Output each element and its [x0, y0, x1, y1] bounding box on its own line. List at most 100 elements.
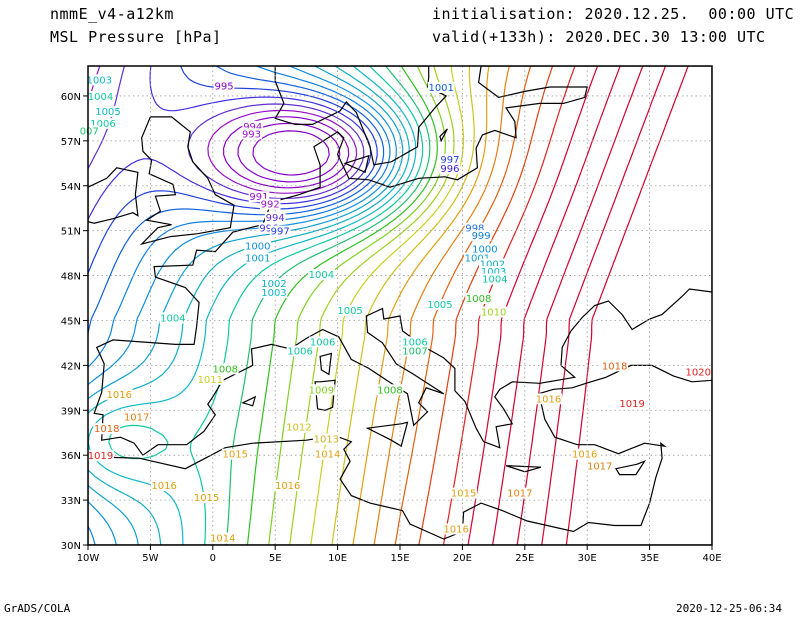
contour-label: 1001 — [245, 254, 270, 265]
contour-label-bg — [618, 397, 646, 409]
axis-ticks: 10W 5W 0 5E 10E 15E 20E 25E 30E 35E 40E 30N 33N 36N 39… — [61, 92, 722, 564]
lat-tick-label: 45N — [61, 316, 81, 327]
contour-label-bg — [426, 298, 454, 310]
contour-label: 1018 — [94, 424, 119, 435]
contour-label-bg — [535, 393, 562, 405]
contour-label: 994 — [243, 122, 262, 133]
lat-tick-label: 57N — [61, 137, 81, 148]
contour-label-bg — [480, 266, 507, 278]
isobar — [516, 66, 644, 545]
contour-label-bg — [401, 345, 429, 357]
isobar — [565, 66, 689, 545]
contour-label-bg — [93, 423, 121, 435]
isobar — [373, 66, 510, 545]
contour-label-bg — [465, 293, 493, 305]
coastline — [439, 128, 448, 143]
contour-label: 1008 — [213, 364, 238, 375]
lon-tick-label: 10E — [328, 553, 347, 564]
contour-label-bg — [442, 523, 470, 535]
coastline — [314, 379, 336, 411]
contour-label: 1005 — [337, 306, 362, 317]
contour-label: 1009 — [309, 385, 334, 396]
valid-time: valid(+133h): 2020.DEC.30 13:00 UTC — [432, 28, 766, 46]
lat-tick-label: 39N — [61, 406, 81, 417]
contour-label-bg — [274, 480, 302, 492]
contour-label-bg — [471, 243, 499, 255]
contour-label: 999 — [472, 231, 491, 242]
lon-tick-label: 25E — [515, 553, 534, 564]
isobar — [88, 66, 358, 194]
contour-label: 1001 — [428, 83, 453, 94]
coastline — [88, 167, 139, 224]
contour-label: 996 — [440, 164, 459, 175]
contour-label-bg — [439, 162, 461, 174]
contour-label: 1004 — [309, 270, 334, 281]
contour-label: 1004 — [88, 92, 113, 103]
contour-label: 1000 — [472, 245, 497, 256]
isobar — [252, 130, 330, 176]
contour-label: 1001 — [465, 254, 490, 265]
contour-label-bg — [260, 278, 288, 290]
contour-label-bg — [94, 105, 122, 117]
isobar — [108, 66, 424, 545]
contour-label: 1016 — [443, 525, 468, 536]
contour-label: 1007 — [402, 346, 427, 357]
contour-label: 995 — [214, 81, 233, 92]
lat-tick-label: 60N — [61, 92, 81, 103]
lat-tick-label: 48N — [61, 272, 81, 283]
contour-label: 994 — [266, 213, 285, 224]
contour-label: 1002 — [261, 279, 286, 290]
contour-label-bg — [285, 421, 313, 433]
contour-label-bg — [159, 312, 187, 324]
contour-label-bg — [336, 304, 364, 316]
contour-label: 1012 — [286, 423, 311, 434]
graticule — [88, 66, 712, 545]
contour-label: 1004 — [160, 313, 185, 324]
contour-label: 1008 — [377, 385, 402, 396]
contour-label-bg — [244, 240, 272, 252]
contour-label-bg — [85, 74, 113, 86]
coastline — [139, 116, 235, 246]
contour-label-bg — [211, 363, 239, 375]
contour-label-bg — [196, 373, 224, 385]
coastline — [365, 421, 409, 448]
contour-label-bg — [586, 460, 614, 472]
contour-label: 1016 — [151, 481, 176, 492]
contour-label-bg — [241, 128, 262, 140]
contour-label-bg — [87, 90, 114, 102]
contour-label: 1015 — [223, 450, 248, 461]
contour-label-bg — [213, 80, 235, 92]
variable-title: MSL Pressure [hPa] — [50, 28, 222, 46]
lat-tick-label: 54N — [61, 182, 81, 193]
contour-label: 1018 — [602, 361, 627, 372]
contour-label-bg — [314, 448, 342, 460]
contour-label: 1000 — [245, 242, 270, 253]
contour-label: 997 — [440, 155, 459, 166]
contour-label: 1005 — [95, 107, 120, 118]
contour-label: 1006 — [287, 346, 312, 357]
contour-label-bg — [307, 269, 335, 281]
lon-tick-label: 15E — [390, 553, 409, 564]
contour-label: 1017 — [124, 412, 149, 423]
coastline — [343, 154, 370, 174]
isobar — [541, 66, 667, 545]
contour-label: 1011 — [198, 375, 223, 386]
contour-label: 1016 — [275, 481, 300, 492]
contour-label: 1003 — [481, 267, 506, 278]
contour-label: 1003 — [261, 288, 286, 299]
contour-label: 998 — [465, 224, 484, 235]
coastline — [274, 66, 448, 166]
coastline — [88, 364, 712, 545]
contour-label: 1002 — [480, 260, 505, 271]
lon-tick-label: 20E — [453, 553, 472, 564]
lat-tick-label: 33N — [61, 496, 81, 507]
contour-label: 1017 — [507, 489, 532, 500]
contour-label-bg — [269, 225, 291, 237]
coastline — [241, 395, 257, 407]
contour-label-bg — [601, 360, 629, 372]
contour-label: 1014 — [315, 450, 340, 461]
lon-tick-label: 10W — [77, 553, 100, 564]
contour-label: 996 — [259, 224, 278, 235]
contour-label: 1016 — [572, 450, 597, 461]
contour-label-bg — [439, 153, 461, 165]
